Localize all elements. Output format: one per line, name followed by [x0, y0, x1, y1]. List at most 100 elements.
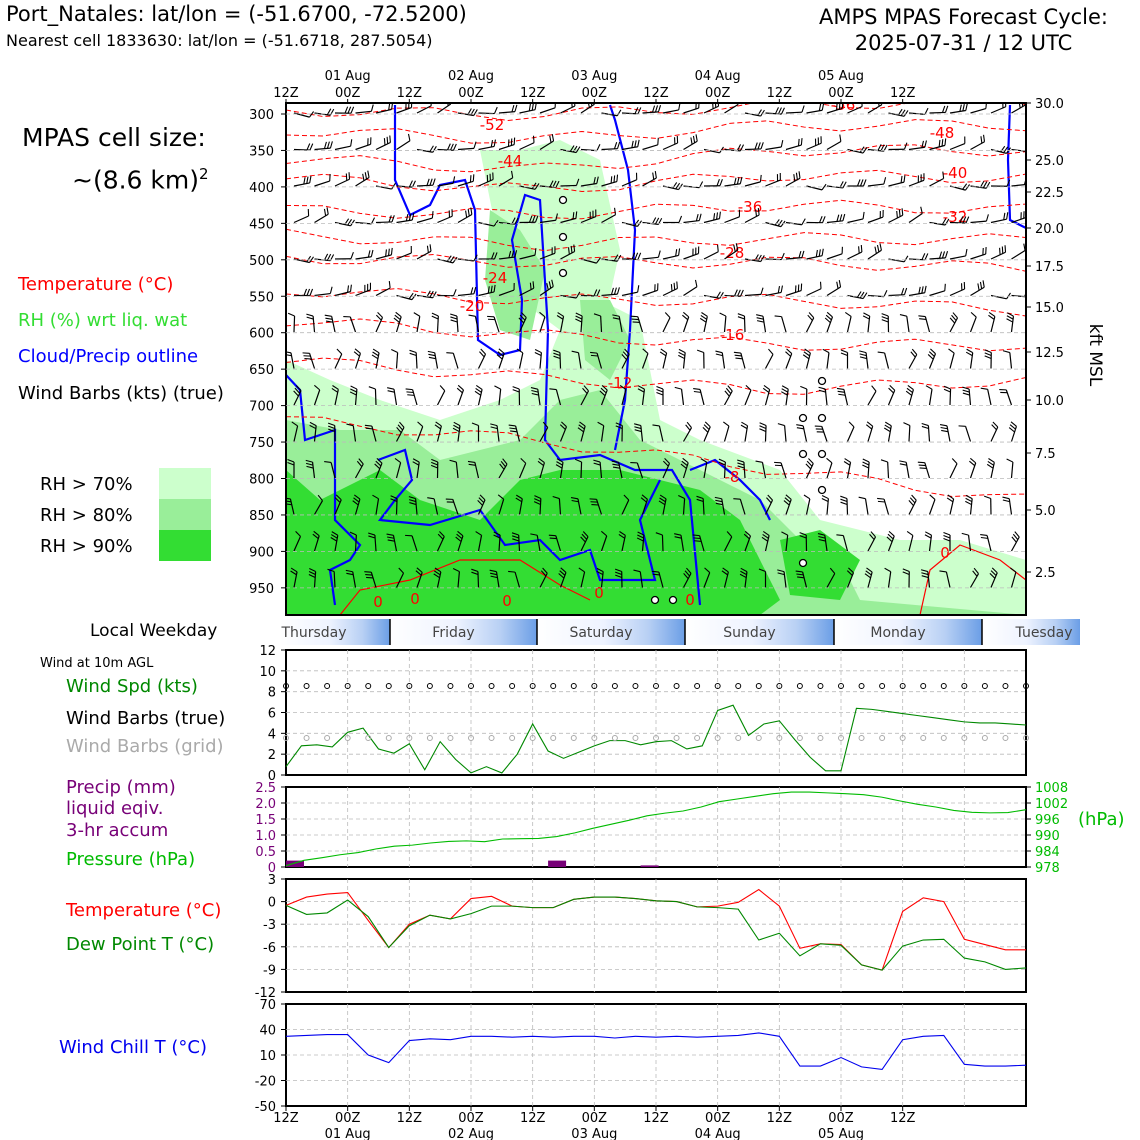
- wind-barb-feather: [596, 144, 601, 151]
- kft-tick-label: 30.0: [1035, 97, 1064, 112]
- wind-barb-feather: [941, 429, 949, 433]
- wind-barb: [519, 142, 535, 151]
- wind-barb-feather: [717, 244, 719, 252]
- wind-barb-feather: [801, 218, 806, 225]
- wind-barb-feather: [358, 458, 364, 465]
- wind-barb-feather: [428, 356, 436, 360]
- wind-barb-feather: [877, 500, 885, 503]
- wind-barb-feather: [478, 497, 485, 504]
- wind-barb-feather: [406, 391, 414, 394]
- wind-barb-feather: [755, 460, 763, 463]
- wind-barb: [621, 389, 627, 406]
- wind-barb-feather: [291, 421, 298, 427]
- wind-barb: [518, 463, 527, 479]
- wind-barb-feather: [347, 106, 352, 114]
- wind-barb-feather: [518, 317, 525, 324]
- wind-barb-feather: [493, 252, 498, 260]
- wind-barb-feather: [555, 464, 563, 469]
- wind-barb: [1010, 571, 1017, 588]
- wind-barb-feather: [531, 215, 536, 223]
- wind-barb-feather: [387, 539, 395, 542]
- wind-barb-feather: [596, 570, 604, 576]
- pressure-tick-label: 700: [249, 400, 274, 415]
- wind-barb: [826, 573, 836, 588]
- wind-barb-feather: [597, 421, 604, 427]
- wind-barb: [437, 182, 454, 187]
- wind-barb-feather: [675, 182, 681, 190]
- wind-barb-true: [303, 683, 310, 689]
- wind-barb-feather: [350, 385, 358, 390]
- wind-barb-feather: [429, 145, 434, 153]
- wind-barb: [455, 462, 459, 479]
- wind-barb-feather: [718, 458, 726, 463]
- legend-rh90-swatch: [159, 530, 211, 561]
- wind-barb-feather: [734, 354, 742, 357]
- wind-barb-feather: [715, 502, 723, 506]
- wind-barb-feather: [476, 385, 483, 390]
- wind-barb-feather: [685, 424, 691, 431]
- isotherm-label: -8: [725, 468, 740, 486]
- wind-barb-feather: [434, 567, 442, 573]
- calm-marker: [558, 195, 568, 205]
- wind-barb-feather: [681, 460, 688, 466]
- wind-barb: [826, 462, 833, 479]
- wind-barb-feather: [803, 494, 811, 500]
- wind-barb-feather: [804, 348, 811, 354]
- wind-barb-feather: [696, 495, 704, 500]
- wind-barb-true: [858, 683, 865, 689]
- wind-barb-feather: [287, 312, 295, 317]
- wind-barb-true: [550, 683, 557, 689]
- wind-barb-feather: [367, 250, 371, 258]
- wind-barb-true: [961, 683, 968, 689]
- wind-barb-feather: [906, 530, 914, 536]
- wind-barb-feather: [574, 458, 582, 463]
- isotherm: [286, 119, 1026, 144]
- wind-barb-feather: [862, 211, 865, 219]
- wind-barb-feather: [724, 390, 730, 397]
- cell-size-sup: 2: [199, 165, 209, 183]
- wind-barb-feather: [330, 537, 338, 542]
- wind-barb-feather: [924, 534, 932, 539]
- wind-barb-feather: [758, 568, 766, 573]
- wind-barb: [293, 215, 309, 224]
- wind-barb-feather: [739, 573, 747, 579]
- wind-barb-feather: [736, 289, 741, 297]
- wind-barb-feather: [951, 458, 958, 464]
- wind-barb-feather: [821, 248, 824, 256]
- wind-barb: [330, 462, 336, 479]
- forecast-cycle-title: AMPS MPAS Forecast Cycle: 2025-07-31 / 1…: [819, 4, 1108, 56]
- wind-barb-feather: [376, 457, 383, 464]
- wind-barb-feather: [408, 496, 416, 500]
- wind-barb-feather: [335, 494, 342, 501]
- wind-barb-feather: [836, 281, 839, 289]
- wind-barb: [967, 535, 972, 552]
- wind-barb-feather: [763, 384, 770, 390]
- wind-barb-feather: [780, 285, 783, 293]
- pressure-tick-label: 650: [249, 363, 274, 378]
- wind-barb-feather: [651, 105, 656, 113]
- wind-barb: [601, 148, 618, 151]
- wind-barb-feather: [921, 572, 929, 576]
- wind-barb-feather: [757, 142, 761, 150]
- wind-barb-feather: [838, 280, 842, 288]
- wind-speed-line: [285, 704, 1027, 774]
- wind-barb-feather: [818, 538, 826, 542]
- wind-barb-feather: [886, 536, 893, 543]
- wind-barb-feather: [902, 571, 910, 576]
- wind-barb-feather: [780, 220, 786, 227]
- wind-barb-grid: [673, 735, 680, 741]
- wind-barb: [411, 535, 418, 552]
- dewpoint-line: [285, 896, 1027, 971]
- wind-barb-feather: [638, 385, 645, 390]
- wind-barb-feather: [548, 281, 552, 289]
- kft-tick-label: 7.5: [1035, 447, 1056, 462]
- wind-barb-feather: [490, 252, 495, 260]
- precip-panel-ytick-label: 1.0: [255, 829, 276, 844]
- isotherm: [286, 228, 1026, 252]
- wind-barb-feather: [470, 207, 473, 215]
- wind-barb-feather: [966, 348, 973, 354]
- wind-barb-feather: [559, 424, 566, 430]
- wind-barb-grid: [714, 735, 721, 741]
- wind-barb-feather: [612, 317, 620, 320]
- wind-barb: [457, 571, 460, 588]
